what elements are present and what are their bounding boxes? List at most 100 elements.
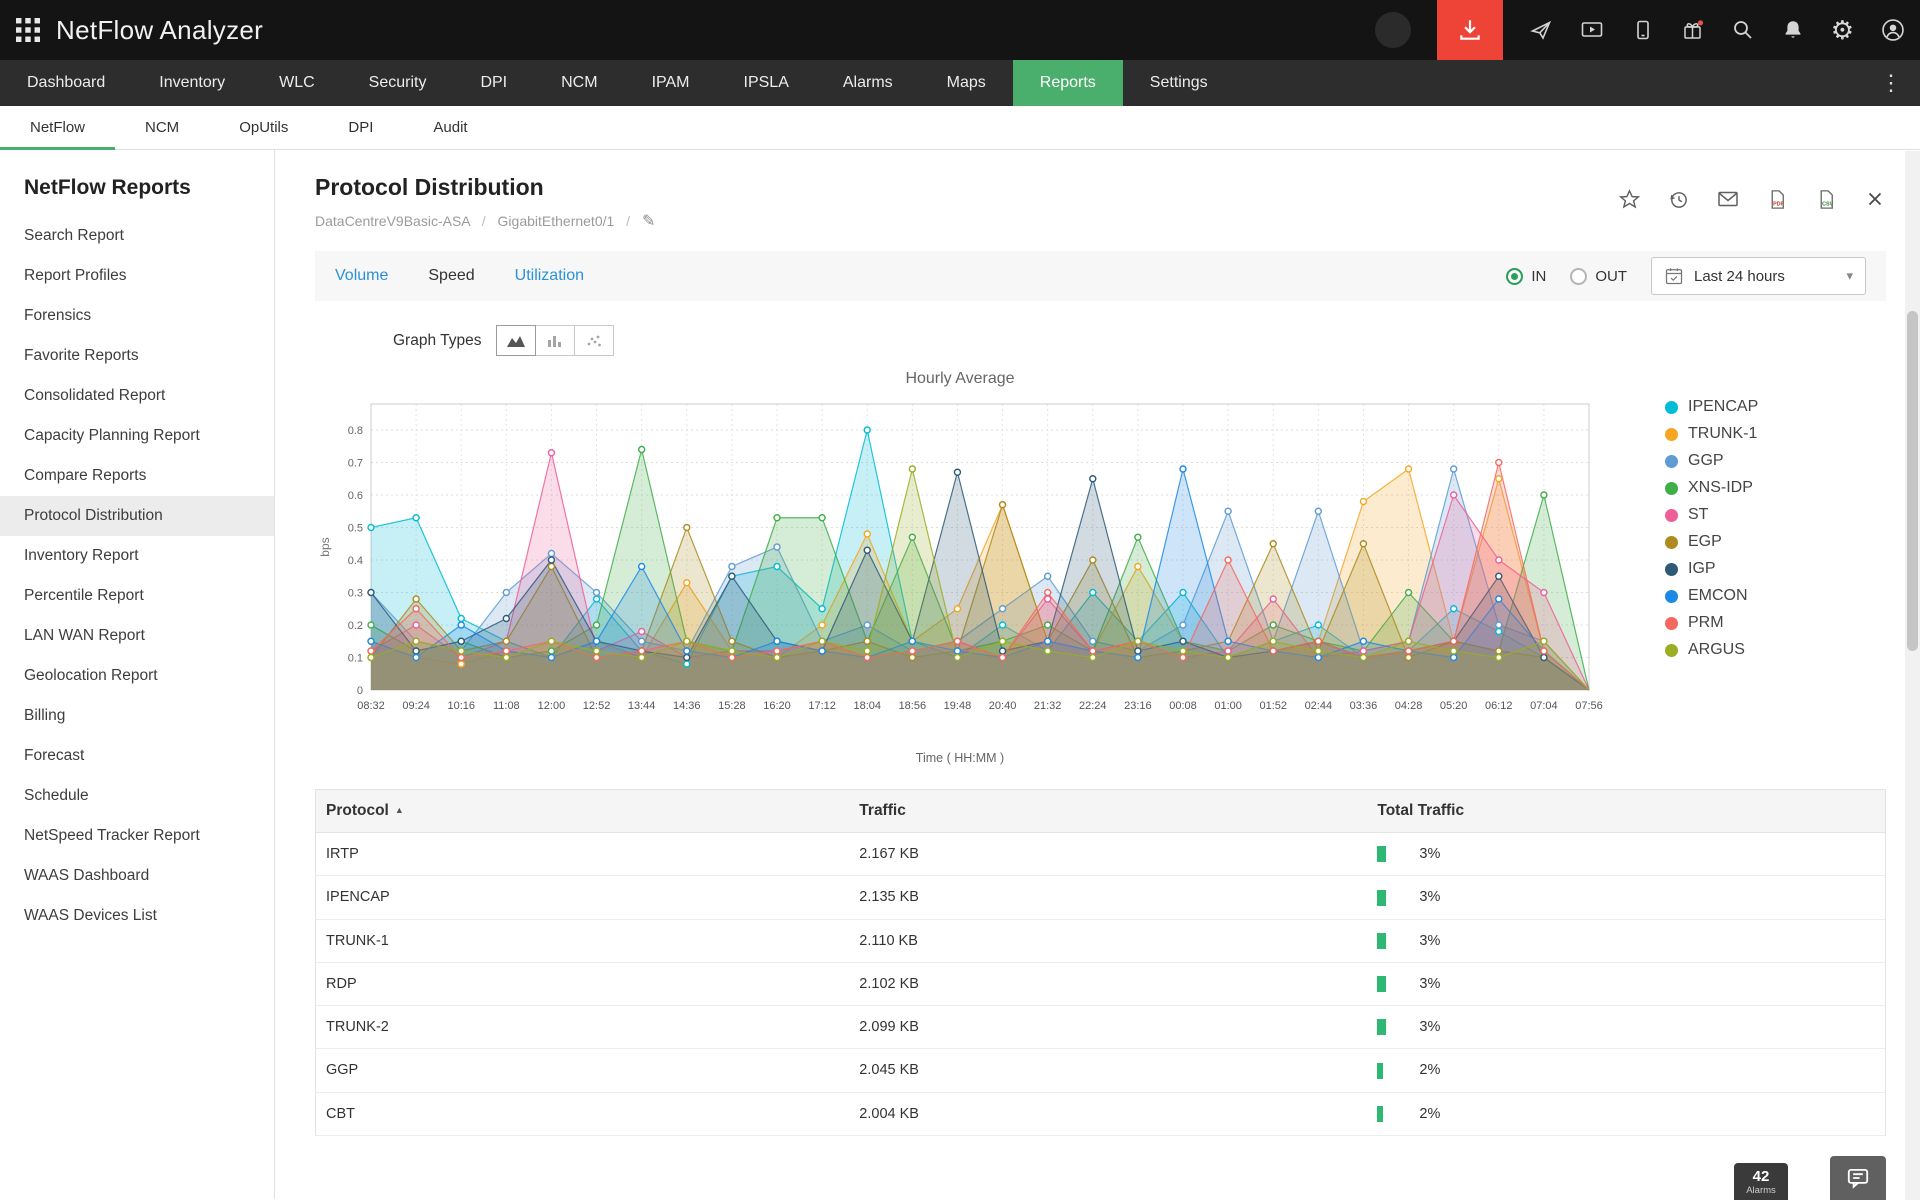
kebab-menu-icon[interactable]: ⋮ xyxy=(1880,70,1902,95)
nav-tab-dashboard[interactable]: Dashboard xyxy=(27,74,106,91)
view-tab-volume[interactable]: Volume xyxy=(335,267,389,284)
sidebar-item-lan-wan-report[interactable]: LAN WAN Report xyxy=(24,627,145,644)
nav-tab-ipsla[interactable]: IPSLA xyxy=(743,74,789,91)
view-tab-utilization[interactable]: Utilization xyxy=(514,267,584,284)
subnav-tab-netflow[interactable]: NetFlow xyxy=(0,106,116,150)
screencast-icon[interactable] xyxy=(1579,18,1605,42)
nav-tab-maps[interactable]: Maps xyxy=(946,74,986,91)
sidebar-item-inventory-report[interactable]: Inventory Report xyxy=(24,547,139,564)
sidebar-item-netspeed-tracker-report[interactable]: NetSpeed Tracker Report xyxy=(24,827,200,844)
table-row[interactable]: TRUNK-2 2.099 KB 3% xyxy=(315,1005,1886,1050)
nav-tab-inventory[interactable]: Inventory xyxy=(159,74,226,91)
legend-item[interactable]: PRM xyxy=(1665,614,1758,632)
alarms-badge[interactable]: 42 Alarms xyxy=(1734,1163,1788,1200)
subnav-tab-oputils[interactable]: OpUtils xyxy=(239,119,289,136)
main-nav: Dashboard Inventory WLC Security DPI NCM IPAM I… xyxy=(0,60,1920,106)
total-traffic-cell: 3% xyxy=(1367,875,1886,920)
email-icon[interactable] xyxy=(1716,187,1740,211)
favorite-star-icon[interactable] xyxy=(1618,188,1641,211)
sidebar-item-favorite-reports[interactable]: Favorite Reports xyxy=(24,347,139,364)
nav-tab-wlc[interactable]: WLC xyxy=(279,74,315,91)
traffic-percent: 3% xyxy=(1419,846,1441,863)
nav-tab-ncm[interactable]: NCM xyxy=(561,74,598,91)
legend-item[interactable]: EGP xyxy=(1665,533,1758,551)
bar-chart-type-button[interactable] xyxy=(535,325,576,356)
view-tab-speed[interactable]: Speed xyxy=(428,267,475,284)
close-icon[interactable] xyxy=(1864,188,1886,210)
sidebar-item-billing[interactable]: Billing xyxy=(24,707,66,724)
legend-item[interactable]: XNS-IDP xyxy=(1665,479,1758,497)
column-header-total-traffic[interactable]: Total Traffic xyxy=(1367,789,1886,833)
sidebar-item-percentile-report[interactable]: Percentile Report xyxy=(24,587,144,604)
legend-item[interactable]: ST xyxy=(1665,506,1758,524)
sidebar-item-waas-devices-list[interactable]: WAAS Devices List xyxy=(24,907,157,924)
sidebar-item-report-profiles[interactable]: Report Profiles xyxy=(24,267,127,284)
chat-button[interactable] xyxy=(1830,1156,1886,1200)
time-range-select[interactable]: Last 24 hours ▾ xyxy=(1651,257,1866,295)
table-row[interactable]: GGP 2.045 KB 2% xyxy=(315,1048,1886,1093)
legend-item[interactable]: IPENCAP xyxy=(1665,398,1758,416)
nav-tab-alarms[interactable]: Alarms xyxy=(842,74,893,91)
traffic-bar xyxy=(1377,889,1387,906)
history-icon[interactable] xyxy=(1667,188,1690,211)
rocket-icon[interactable] xyxy=(1529,18,1553,42)
gift-icon[interactable] xyxy=(1681,18,1705,42)
svg-text:23:16: 23:16 xyxy=(1124,700,1152,712)
sidebar-item-consolidated-report[interactable]: Consolidated Report xyxy=(24,387,166,404)
column-header-protocol[interactable]: Protocol ▲ xyxy=(315,789,850,833)
sidebar-item-forecast[interactable]: Forecast xyxy=(24,747,85,764)
scrollbar-thumb[interactable] xyxy=(1907,311,1918,651)
edit-icon[interactable]: ✎ xyxy=(641,213,656,230)
subnav-tab-ncm[interactable]: NCM xyxy=(145,119,180,136)
radio-in[interactable]: IN xyxy=(1506,267,1546,285)
view-tabs: Volume Speed Utilization xyxy=(335,267,584,285)
scrollbar[interactable] xyxy=(1905,151,1920,1200)
svg-text:04:28: 04:28 xyxy=(1395,700,1423,712)
sidebar-item-search-report[interactable]: Search Report xyxy=(24,227,124,244)
legend-label: EMCON xyxy=(1688,587,1748,604)
table-row[interactable]: RDP 2.102 KB 3% xyxy=(315,962,1886,1007)
sidebar-item-capacity-planning-report[interactable]: Capacity Planning Report xyxy=(24,427,200,444)
svg-text:11:08: 11:08 xyxy=(493,700,520,712)
legend-item[interactable]: TRUNK-1 xyxy=(1665,425,1758,443)
sidebar-item-compare-reports[interactable]: Compare Reports xyxy=(24,467,147,484)
sidebar-item-schedule[interactable]: Schedule xyxy=(24,787,89,804)
nav-tab-reports[interactable]: Reports xyxy=(1012,60,1123,106)
apps-grid-icon[interactable] xyxy=(16,18,40,42)
svg-text:09:24: 09:24 xyxy=(402,700,430,712)
table-row[interactable]: CBT 2.004 KB 2% xyxy=(315,1092,1886,1136)
nav-tab-settings[interactable]: Settings xyxy=(1149,74,1208,91)
sidebar-item-forensics[interactable]: Forensics xyxy=(24,307,92,324)
legend-item[interactable]: IGP xyxy=(1665,560,1758,578)
export-pdf-icon[interactable]: PDF xyxy=(1766,188,1789,211)
column-header-traffic[interactable]: Traffic xyxy=(849,789,1368,833)
total-traffic-cell: 3% xyxy=(1367,1005,1886,1050)
breadcrumb-interface[interactable]: GigabitEthernet0/1 xyxy=(497,213,615,229)
sidebar-item-geolocation-report[interactable]: Geolocation Report xyxy=(24,667,158,684)
controls-bar: Volume Speed Utilization IN OUT Last 24 ho… xyxy=(315,251,1886,301)
download-button[interactable] xyxy=(1436,0,1503,60)
nav-tab-ipam[interactable]: IPAM xyxy=(651,74,690,91)
export-csv-icon[interactable]: CSV xyxy=(1815,188,1838,211)
legend-item[interactable]: ARGUS xyxy=(1665,641,1758,659)
table-row[interactable]: IPENCAP 2.135 KB 3% xyxy=(315,875,1886,920)
sidebar-item-protocol-distribution[interactable]: Protocol Distribution xyxy=(0,496,274,536)
legend-item[interactable]: GGP xyxy=(1665,452,1758,470)
table-row[interactable]: TRUNK-1 2.110 KB 3% xyxy=(315,919,1886,963)
user-icon[interactable] xyxy=(1880,17,1906,43)
subnav-tab-dpi[interactable]: DPI xyxy=(348,119,374,136)
breadcrumb-device[interactable]: DataCentreV9Basic-ASA xyxy=(315,213,470,229)
table-row[interactable]: IRTP 2.167 KB 3% xyxy=(315,832,1886,877)
gear-icon[interactable]: ⚙ xyxy=(1830,15,1854,45)
nav-tab-dpi[interactable]: DPI xyxy=(480,74,508,91)
sidebar-item-waas-dashboard[interactable]: WAAS Dashboard xyxy=(24,867,150,884)
mobile-sync-icon[interactable] xyxy=(1631,18,1655,42)
area-chart-type-button[interactable] xyxy=(496,325,537,356)
bell-icon[interactable] xyxy=(1781,18,1805,42)
radio-out[interactable]: OUT xyxy=(1570,267,1627,285)
search-icon[interactable] xyxy=(1731,18,1755,42)
subnav-tab-audit[interactable]: Audit xyxy=(433,119,468,136)
scatter-chart-type-button[interactable] xyxy=(574,325,615,356)
nav-tab-security[interactable]: Security xyxy=(368,74,427,91)
legend-item[interactable]: EMCON xyxy=(1665,587,1758,605)
